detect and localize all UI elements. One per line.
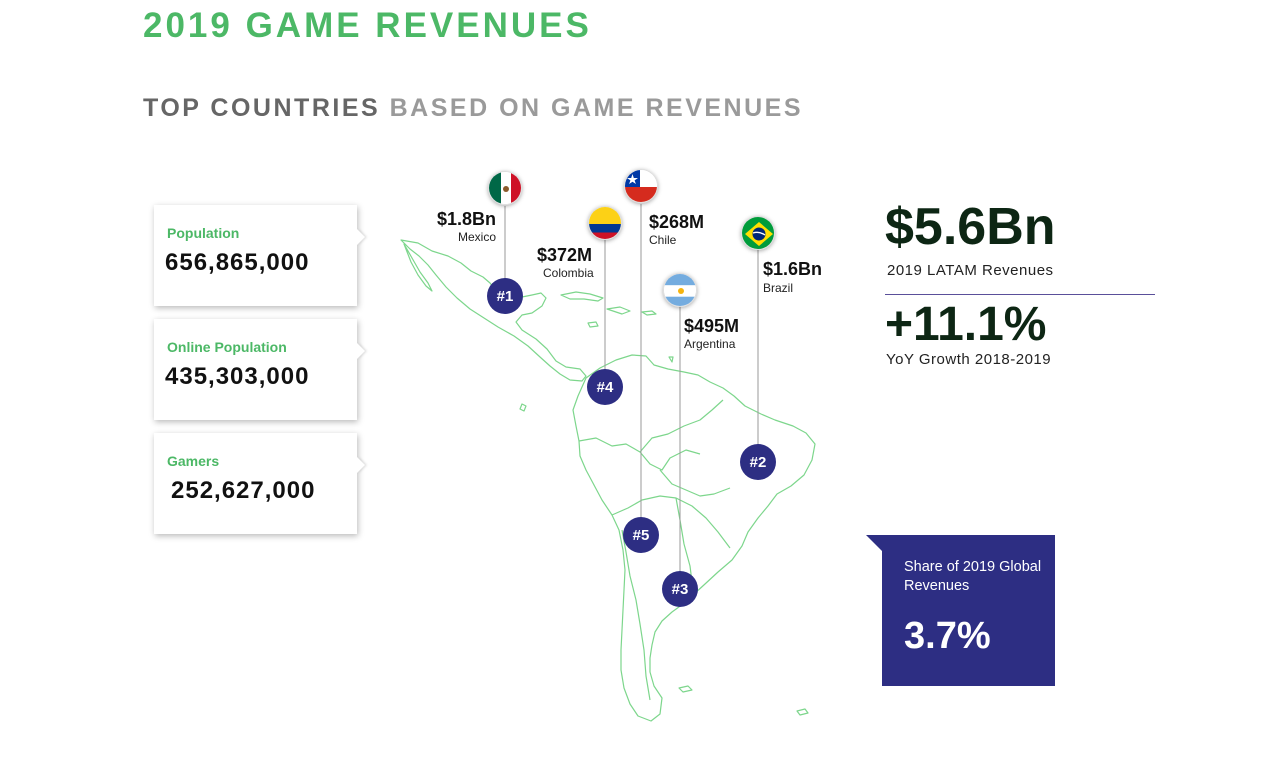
mexico-revenue: $1.8Bn — [437, 209, 497, 229]
pin-lines — [504, 204, 759, 589]
brazil-flag-icon — [741, 216, 775, 250]
summary-divider — [885, 294, 1155, 295]
mexico-flag-icon — [488, 171, 522, 205]
online-population-card: Online Population 435,303,000 — [154, 319, 357, 420]
global-share-caption: Share of 2019 Global Revenues — [904, 559, 1042, 594]
colombia-rank-badge: #4 — [587, 369, 623, 405]
global-share-box: Share of 2019 Global Revenues 3.7% — [866, 535, 1055, 686]
gamers-value: 252,627,000 — [171, 477, 316, 504]
argentina-label: Argentina — [684, 337, 736, 351]
page-title: 2019 GAME REVENUES — [143, 6, 592, 45]
gamers-label: Gamers — [167, 453, 220, 469]
online-population-value: 435,303,000 — [165, 363, 310, 390]
colombia-revenue: $372M — [537, 245, 593, 265]
yoy-growth-value: +11.1% — [885, 298, 1047, 351]
total-revenue-caption: 2019 LATAM Revenues — [887, 262, 1054, 279]
global-share-value: 3.7% — [904, 615, 991, 657]
brazil-rank-badge: #2 — [740, 444, 776, 480]
argentina-rank-badge: #3 — [662, 571, 698, 607]
online-population-label: Online Population — [167, 339, 287, 355]
latam-outline — [400, 239, 816, 722]
yoy-growth-caption: YoY Growth 2018-2019 — [886, 351, 1052, 368]
chile-rank-badge: #5 — [623, 517, 659, 553]
argentina-flag-icon — [663, 273, 697, 307]
subtitle-strong: TOP COUNTRIES — [143, 94, 381, 122]
colombia-label: Colombia — [543, 266, 594, 280]
brazil-label: Brazil — [763, 281, 794, 295]
mexico-rank-badge: #1 — [487, 278, 523, 314]
subtitle-light: BASED ON GAME REVENUES — [389, 94, 804, 122]
chile-label: Chile — [649, 233, 677, 247]
population-value: 656,865,000 — [165, 249, 310, 276]
population-label: Population — [167, 225, 240, 241]
chile-revenue: $268M — [649, 212, 705, 232]
gamers-card: Gamers 252,627,000 — [154, 433, 357, 534]
population-card: Population 656,865,000 — [154, 205, 357, 306]
chile-flag-icon — [624, 169, 658, 203]
mexico-label: Mexico — [458, 230, 497, 244]
total-revenue-value: $5.6Bn — [885, 198, 1056, 256]
argentina-revenue: $495M — [684, 316, 740, 336]
colombia-flag-icon — [588, 206, 622, 240]
page-subtitle: TOP COUNTRIES BASED ON GAME REVENUES — [143, 94, 803, 123]
brazil-revenue: $1.6Bn — [763, 259, 823, 279]
